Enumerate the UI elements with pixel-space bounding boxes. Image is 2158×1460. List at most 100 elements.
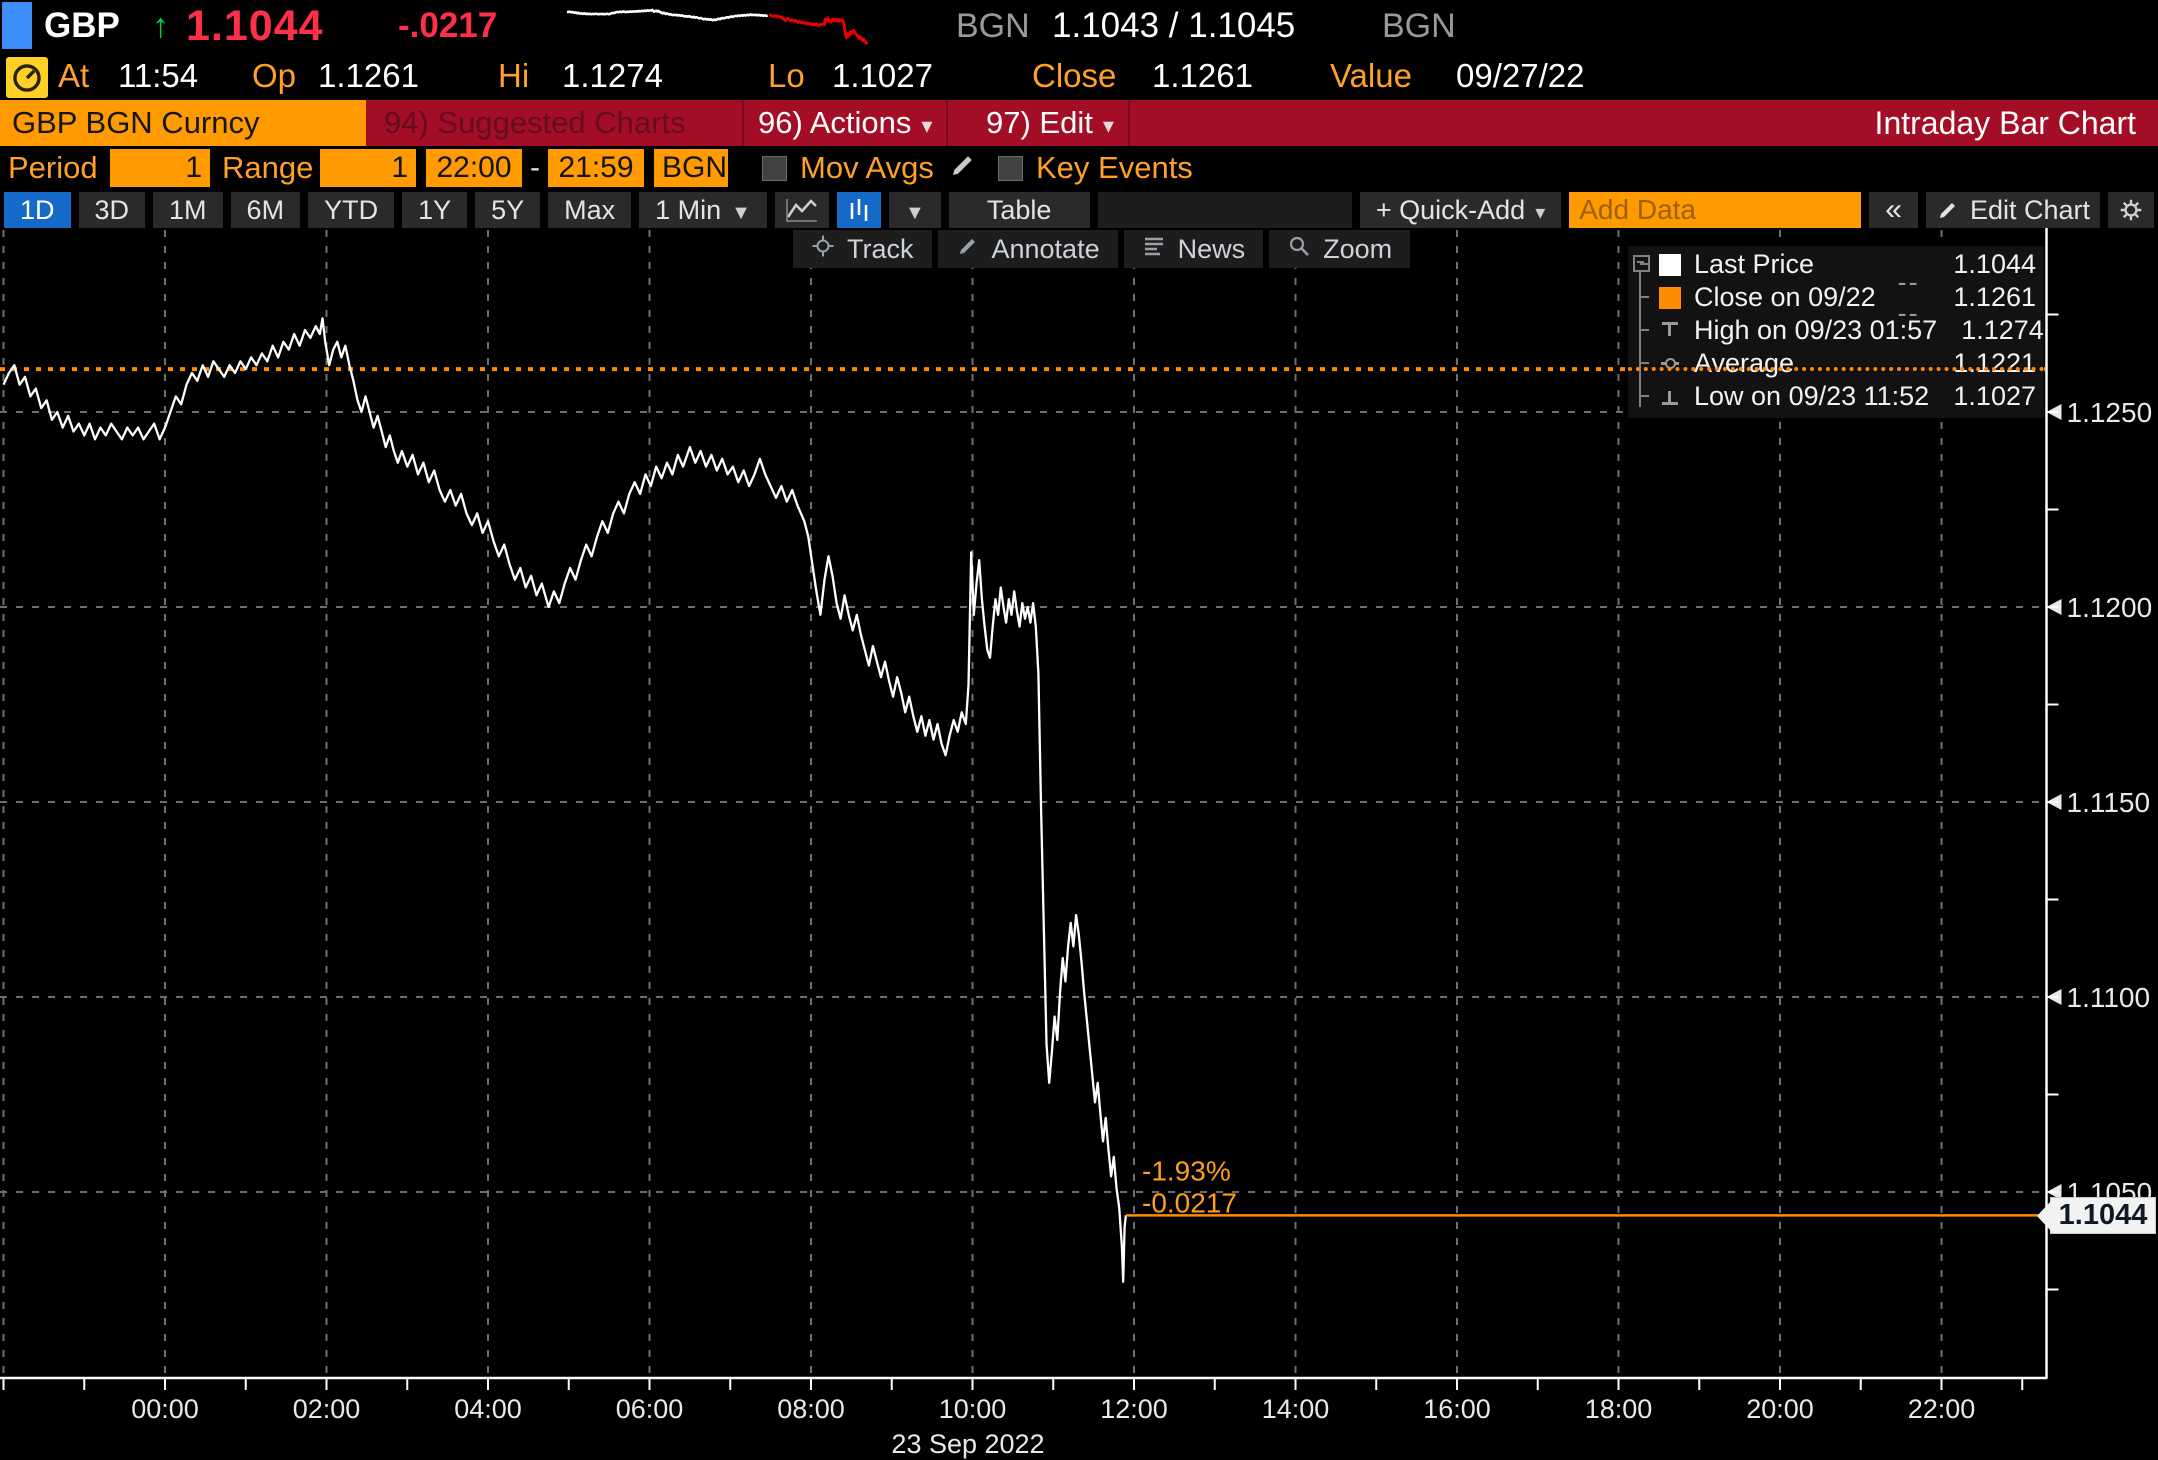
legend-tree-line — [1639, 270, 1641, 407]
at-label: At — [58, 57, 90, 94]
menu-item-edit[interactable]: 97) Edit ▾ — [972, 100, 1130, 146]
mov-avgs-checkbox[interactable] — [762, 156, 787, 181]
y-axis-label: 1.1150 — [2067, 787, 2151, 818]
track-icon — [811, 234, 835, 265]
range-tab-3d[interactable]: 3D — [78, 191, 146, 228]
track-button[interactable]: Track — [793, 230, 932, 268]
sparkline-chart — [566, 8, 869, 45]
security-field[interactable]: GBP BGN Curncy — [0, 100, 366, 146]
edit-chart-button[interactable]: Edit Chart — [1925, 191, 2100, 228]
gear-icon[interactable] — [2108, 191, 2154, 228]
interval-select[interactable]: 1 Min ▼ — [639, 191, 767, 228]
range-tab-ytd[interactable]: YTD — [308, 191, 395, 228]
x-axis-date-label: 23 Sep 2022 — [891, 1429, 1044, 1459]
range-tab-1d[interactable]: 1D — [4, 191, 71, 228]
panel-tab-icon[interactable] — [2, 2, 32, 49]
high-label: Hi — [498, 57, 530, 94]
legend-value: 1.1221 — [1953, 348, 2036, 378]
zoom-icon — [1287, 234, 1311, 265]
range-tab-5y[interactable]: 5Y — [475, 191, 541, 228]
legend-row[interactable]: High on 09/23 01:57 1.1274 — [1640, 314, 2044, 347]
time-to-input[interactable]: 21:59 — [548, 149, 644, 187]
range-tab-6m[interactable]: 6M — [230, 191, 301, 228]
legend-rows: Last Price 1.1044 Close on 09/22 ---- 1.1261… — [1640, 248, 2044, 413]
last-price: 1.1044 — [186, 2, 324, 50]
x-axis-label: 02:00 — [293, 1394, 361, 1424]
x-axis-label: 08:00 — [777, 1394, 845, 1424]
ohlc-strip: At 11:54 Op 1.1261 Hi 1.1274 Lo 1.1027 C… — [0, 52, 2158, 100]
legend-row[interactable]: Low on 09/23 11:52 1.1027 — [1640, 380, 2036, 413]
x-axis-label: 14:00 — [1262, 1394, 1330, 1424]
line-chart-type-button[interactable] — [774, 191, 829, 228]
table-button[interactable]: Table — [948, 191, 1090, 228]
close-label: Close — [1032, 57, 1117, 94]
annotate-icon — [956, 234, 980, 265]
range-tabs: 1D 3D 1M 6M YTD 1Y 5Y Max — [4, 191, 632, 228]
menu-item-suggested-charts[interactable]: 94) Suggested Charts — [384, 105, 686, 140]
low-value: 1.1027 — [832, 57, 933, 94]
close-swatch — [1658, 286, 1682, 309]
menu-item-actions[interactable]: 96) Actions ▾ — [742, 100, 949, 146]
open-label: Op — [252, 57, 297, 94]
add-data-input[interactable] — [1569, 191, 1862, 228]
close-value: 1.1261 — [1152, 57, 1253, 94]
chart-legend: Last Price 1.1044 Close on 09/22 ---- 1.1261… — [1628, 246, 2044, 418]
percent-change-annotation: -1.93% — [1142, 1155, 1231, 1186]
quote-header: GBP ↑ 1.1044 -.0217 BGN 1.1043 / 1.1045 … — [0, 0, 2158, 52]
range-input[interactable]: 1 — [320, 149, 416, 187]
high-value: 1.1274 — [562, 57, 663, 94]
chevron-down-icon: ▾ — [1535, 201, 1546, 224]
chevron-down-icon: ▼ — [904, 201, 925, 224]
range-tab-1m[interactable]: 1M — [153, 191, 223, 228]
last-price-axis-tag: 1.1044 — [2037, 1197, 2156, 1234]
toolbar-spacer — [1097, 191, 1352, 228]
annotate-button[interactable]: Annotate — [937, 230, 1118, 268]
legend-row[interactable]: Close on 09/22 ---- 1.1261 — [1640, 267, 2036, 328]
chart-toolbar: Track Annotate News Zoom — [793, 230, 1411, 268]
mov-avgs-label: Mov Avgs — [800, 150, 934, 185]
range-tab-max[interactable]: Max — [548, 191, 632, 228]
range-label: Range — [222, 150, 314, 185]
menubar: GBP BGN Curncy 94) Suggested Charts 96) … — [0, 100, 2158, 146]
x-axis-label: 04:00 — [454, 1394, 522, 1424]
collapse-legend-icon[interactable] — [1633, 255, 1650, 272]
chevron-down-icon: ▾ — [1102, 113, 1114, 138]
value-label: Value — [1330, 57, 1412, 94]
news-icon — [1142, 234, 1166, 265]
period-input[interactable]: 1 — [110, 149, 210, 187]
pencil-icon[interactable] — [948, 150, 978, 198]
range-tab-1y[interactable]: 1Y — [402, 191, 468, 228]
up-arrow-icon: ↑ — [152, 7, 169, 45]
legend-row[interactable]: Average 1.1221 — [1640, 347, 2036, 380]
zoom-button[interactable]: Zoom — [1269, 230, 1411, 268]
bar-chart-type-button[interactable] — [836, 191, 881, 228]
x-axis-label: 06:00 — [616, 1394, 684, 1424]
last-price-swatch — [1658, 253, 1682, 276]
value-date: 09/27/22 — [1456, 57, 1585, 94]
price-change: -.0217 — [398, 6, 498, 45]
chart-settings-toolbar: 1D 3D 1M 6M YTD 1Y 5Y Max 1 Min ▼ ▼ Table + Quic… — [4, 191, 2154, 228]
chart-plot-area[interactable]: 1.12501.12001.11501.11001.1050-1.93%-0.0… — [0, 228, 2158, 1460]
x-axis-label: 22:00 — [1908, 1394, 1976, 1424]
key-events-checkbox[interactable] — [998, 156, 1023, 181]
news-button[interactable]: News — [1123, 230, 1264, 268]
key-events-label: Key Events — [1036, 150, 1193, 185]
chart-type-dropdown[interactable]: ▼ — [888, 191, 941, 228]
quick-add-button[interactable]: + Quick-Add ▾ — [1359, 191, 1562, 228]
high-marker — [1658, 322, 1682, 339]
time-from-input[interactable]: 22:00 — [426, 149, 522, 187]
chevron-down-icon: ▼ — [731, 201, 751, 224]
price-series-line — [2, 317, 1128, 1283]
source-code-left: BGN — [956, 7, 1030, 45]
source-select[interactable]: BGN — [654, 149, 728, 187]
collapse-button[interactable]: « — [1869, 191, 1918, 228]
gauge-icon[interactable] — [6, 57, 48, 98]
legend-value: 1.1044 — [1953, 249, 2036, 279]
y-axis-label: 1.1200 — [2067, 592, 2153, 623]
x-axis-label: 18:00 — [1585, 1394, 1653, 1424]
legend-row[interactable]: Last Price 1.1044 — [1640, 248, 2036, 281]
chevron-down-icon: ▾ — [921, 113, 933, 138]
legend-value: 1.1261 — [1953, 282, 2036, 312]
ticker-symbol: GBP — [44, 6, 120, 45]
